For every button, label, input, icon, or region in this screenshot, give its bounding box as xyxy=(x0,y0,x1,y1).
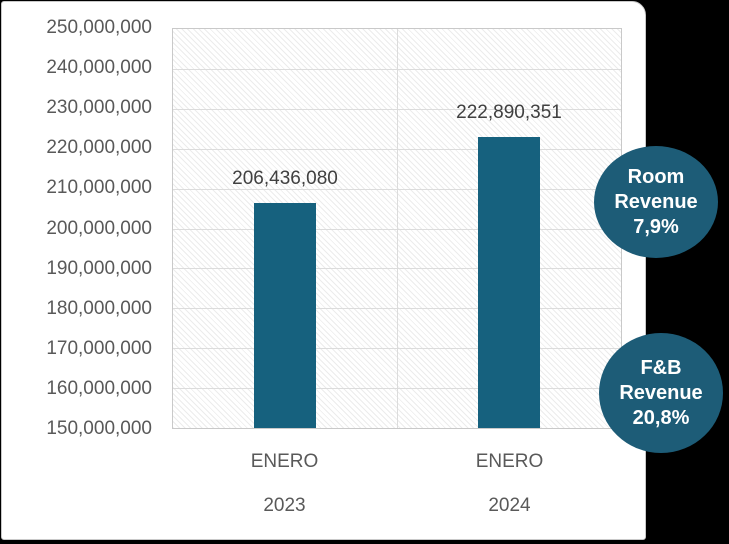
x-axis: ENERO 2023 ENERO 2024 xyxy=(172,429,622,539)
bar-enero-2024 xyxy=(478,137,540,428)
y-axis: 250,000,000 240,000,000 230,000,000 220,000… xyxy=(0,17,158,439)
y-axis-tick-label: 250,000,000 xyxy=(46,17,152,38)
room-revenue-badge-line1: Room xyxy=(627,165,685,188)
fb-revenue-badge-value: 20,8% xyxy=(632,406,690,429)
plot-area: 206,436,080 222,890,351 xyxy=(172,28,622,429)
y-axis-tick-label: 240,000,000 xyxy=(46,57,152,79)
bar-enero-2023 xyxy=(254,202,316,428)
room-revenue-badge-line2: Revenue xyxy=(614,190,698,213)
y-axis-tick-label: 190,000,000 xyxy=(46,257,152,279)
y-axis-tick-label: 150,000,000 xyxy=(46,418,152,439)
room-revenue-badge: Room Revenue 7,9% xyxy=(594,146,718,258)
y-axis-tick-label: 160,000,000 xyxy=(46,377,152,399)
x-axis-year-label: 2024 xyxy=(488,495,531,516)
y-axis-tick-label: 230,000,000 xyxy=(46,97,152,119)
x-axis-month-label: ENERO xyxy=(250,451,319,472)
room-revenue-badge-value: 7,9% xyxy=(633,215,679,238)
category-separator-gridline xyxy=(397,29,398,428)
fb-revenue-badge: F&B Revenue 20,8% xyxy=(599,333,723,453)
bar-data-label: 206,436,080 xyxy=(232,167,338,189)
y-axis-tick-label: 180,000,000 xyxy=(46,297,152,319)
fb-revenue-badge-line1: F&B xyxy=(640,356,682,379)
y-axis-tick-label: 200,000,000 xyxy=(46,217,152,239)
fb-revenue-badge-line2: Revenue xyxy=(619,381,703,404)
bar-data-label: 222,890,351 xyxy=(456,102,562,124)
y-axis-tick-label: 210,000,000 xyxy=(46,177,152,199)
y-axis-tick-label: 170,000,000 xyxy=(46,337,152,359)
x-axis-month-label: ENERO xyxy=(475,451,544,472)
y-axis-tick-label: 220,000,000 xyxy=(46,137,152,159)
x-axis-year-label: 2023 xyxy=(263,495,306,516)
